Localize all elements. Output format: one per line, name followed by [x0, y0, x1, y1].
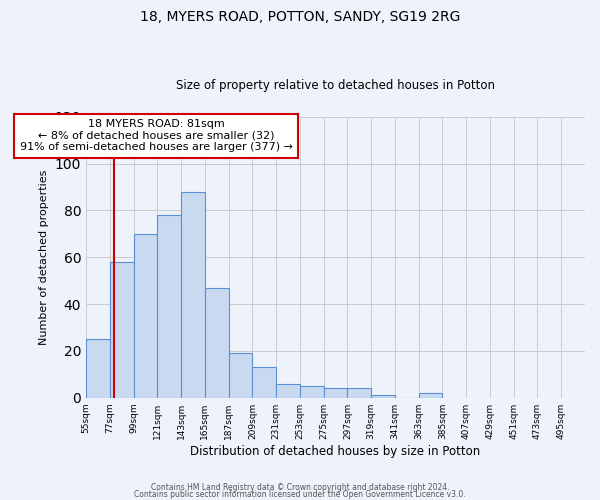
Text: Contains public sector information licensed under the Open Government Licence v3: Contains public sector information licen…: [134, 490, 466, 499]
Y-axis label: Number of detached properties: Number of detached properties: [39, 170, 49, 345]
Bar: [181, 192, 205, 398]
Bar: [86, 339, 110, 398]
Text: 18, MYERS ROAD, POTTON, SANDY, SG19 2RG: 18, MYERS ROAD, POTTON, SANDY, SG19 2RG: [140, 10, 460, 24]
Bar: [253, 368, 276, 398]
Title: Size of property relative to detached houses in Potton: Size of property relative to detached ho…: [176, 79, 495, 92]
Bar: [205, 288, 229, 398]
Bar: [323, 388, 347, 398]
Bar: [347, 388, 371, 398]
Bar: [276, 384, 300, 398]
X-axis label: Distribution of detached houses by size in Potton: Distribution of detached houses by size …: [190, 444, 481, 458]
Bar: [134, 234, 157, 398]
Bar: [229, 353, 253, 398]
Text: Contains HM Land Registry data © Crown copyright and database right 2024.: Contains HM Land Registry data © Crown c…: [151, 484, 449, 492]
Text: 18 MYERS ROAD: 81sqm
← 8% of detached houses are smaller (32)
91% of semi-detach: 18 MYERS ROAD: 81sqm ← 8% of detached ho…: [20, 119, 293, 152]
Bar: [419, 393, 442, 398]
Bar: [157, 215, 181, 398]
Bar: [371, 396, 395, 398]
Bar: [300, 386, 323, 398]
Bar: [110, 262, 134, 398]
